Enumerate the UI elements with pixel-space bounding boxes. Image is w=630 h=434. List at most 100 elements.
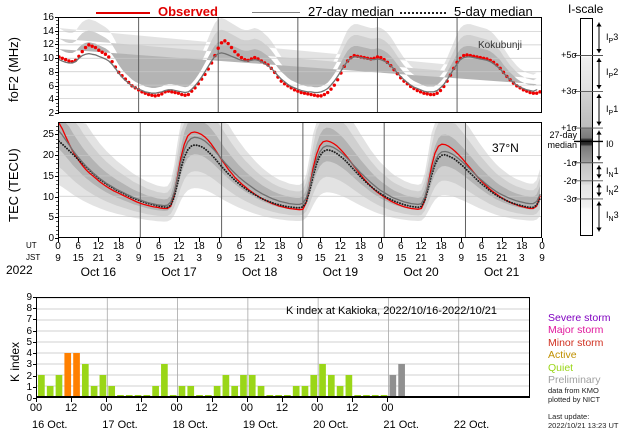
iscale-level-number: 1 xyxy=(613,103,619,114)
jst-tick-16: 9 xyxy=(377,253,384,264)
ut-tick-8: 0 xyxy=(216,241,223,252)
fof2-ytick-mark-12 xyxy=(55,44,59,46)
median5-line-swatch xyxy=(400,12,446,14)
fof2-station-label: Kokubunji xyxy=(478,40,522,51)
fof2-ytick-mark-8 xyxy=(55,71,59,73)
tec-ytick-mark-20 xyxy=(55,155,59,157)
iscale-level-letter: I xyxy=(606,31,609,42)
kindex-xtick xyxy=(211,398,213,402)
kindex-xtick-label-6: 00 xyxy=(240,402,253,414)
tec-minor-tick xyxy=(56,204,58,206)
ut-tick-3: 18 xyxy=(112,241,125,252)
jst-tick-6: 21 xyxy=(173,253,185,264)
jst-tick-1: 15 xyxy=(72,253,84,264)
ut-tick-10: 12 xyxy=(254,241,266,252)
fof2-minor-tick xyxy=(56,106,58,108)
time-tick xyxy=(360,238,362,242)
day-label-4: Oct 20 xyxy=(403,265,439,279)
iscale-level-letter: I xyxy=(606,183,609,194)
fof2-minor-tick xyxy=(56,109,58,111)
time-tick xyxy=(521,238,523,242)
iscale-level-letter: I xyxy=(606,210,609,221)
kindex-xtick xyxy=(317,398,319,402)
ut-tick-19: 18 xyxy=(435,241,447,252)
fof2-minor-tick xyxy=(56,95,58,97)
fof2-ytick-4: 4 xyxy=(48,94,54,106)
kindex-update-line1: Last update: xyxy=(548,412,590,421)
observed-line-swatch xyxy=(96,12,150,14)
ut-tick-17: 6 xyxy=(398,241,404,252)
day-label-2: Oct 18 xyxy=(241,265,278,279)
fof2-ytick-mark-10 xyxy=(55,58,59,60)
fof2-minor-tick xyxy=(56,47,58,49)
iscale-level-number: 1 xyxy=(613,165,619,176)
kindex-xtick xyxy=(176,398,178,402)
kindex-legend-item-3: Active xyxy=(548,349,577,362)
iscale-sigma-4: -2σ xyxy=(563,175,577,186)
time-tick xyxy=(98,238,100,242)
kindex-credit-line1: data from KMO xyxy=(548,386,599,395)
fof2-minor-tick xyxy=(56,89,58,90)
fof2-plot-panel xyxy=(58,17,542,113)
fof2-minor-tick xyxy=(56,41,58,42)
tec-minor-tick xyxy=(56,225,58,227)
time-tick xyxy=(138,238,140,242)
kindex-credit: data from KMO plotted by NICT xyxy=(548,386,600,404)
jst-tick-21: 15 xyxy=(475,253,488,264)
tec-ytick-mark-0 xyxy=(55,238,59,239)
kindex-ytick-mark-0 xyxy=(33,398,37,399)
fof2-minor-tick xyxy=(56,23,58,25)
iscale-sigma-0: +5σ xyxy=(561,50,577,61)
tec-minor-tick xyxy=(56,159,58,161)
kindex-ytick-mark-6 xyxy=(33,330,37,332)
jst-tick-14: 21 xyxy=(334,253,346,264)
fof2-minor-tick xyxy=(56,65,58,66)
kindex-legend: Severe storm Major storm Minor storm Active… xyxy=(548,312,610,386)
tec-minor-tick xyxy=(56,184,58,186)
kindex-xtick xyxy=(282,398,283,402)
iscale-level-subscript: P xyxy=(608,109,614,117)
iscale-level-number: 2 xyxy=(613,183,619,194)
kindex-plot-panel xyxy=(36,297,530,398)
iscale-level-number: 3 xyxy=(613,210,619,221)
tec-minor-tick xyxy=(56,233,58,235)
iscale-level-subscript: P xyxy=(608,37,614,45)
tec-minor-tick xyxy=(56,213,58,215)
kindex-xtick xyxy=(246,398,248,402)
ut-tick-18: 12 xyxy=(415,241,427,252)
kindex-ytick-7: 7 xyxy=(26,314,32,326)
iscale-level-4: IN1 xyxy=(606,166,619,179)
ut-tick-12: 0 xyxy=(297,241,303,252)
fof2-minor-tick xyxy=(56,102,58,104)
fof2-ytick-14: 14 xyxy=(42,25,54,37)
kindex-legend-item-2: Minor storm xyxy=(548,336,604,349)
iscale-sigma-3: -1σ xyxy=(563,157,577,168)
ut-tick-7: 18 xyxy=(193,241,205,252)
jst-tick-4: 9 xyxy=(135,253,142,264)
tec-minor-tick xyxy=(56,200,58,202)
ut-tick-15: 18 xyxy=(354,241,367,252)
kindex-ytick-8: 8 xyxy=(26,303,32,315)
tec-ytick-mark-10 xyxy=(55,196,59,198)
iscale-level-5: IN2 xyxy=(606,184,619,197)
time-tick xyxy=(380,238,382,242)
day-label-1: Oct 17 xyxy=(161,265,197,279)
fof2-axis-title: foF2 (MHz) xyxy=(6,37,21,102)
fof2-minor-tick xyxy=(56,68,58,70)
time-axis-row-ut-label: UT xyxy=(26,241,37,250)
time-tick xyxy=(542,238,543,242)
iscale-level-1: IP2 xyxy=(606,67,618,80)
kindex-ytick-4: 4 xyxy=(26,348,32,360)
kindex-credit-line2: plotted by NICT xyxy=(548,395,601,404)
tec-minor-tick xyxy=(56,180,58,181)
kindex-ytick-mark-7 xyxy=(33,319,37,321)
iscale-colorbar xyxy=(580,18,593,236)
iscale-level-subscript: N xyxy=(608,171,614,179)
tec-minor-tick xyxy=(56,130,58,132)
tec-minor-tick xyxy=(56,167,58,169)
fof2-ytick-mark-16 xyxy=(55,17,59,18)
tec-plot-panel xyxy=(58,122,542,238)
fof2-ytick-mark-6 xyxy=(55,85,59,87)
ut-tick-4: 0 xyxy=(135,241,142,252)
time-tick xyxy=(179,238,180,242)
